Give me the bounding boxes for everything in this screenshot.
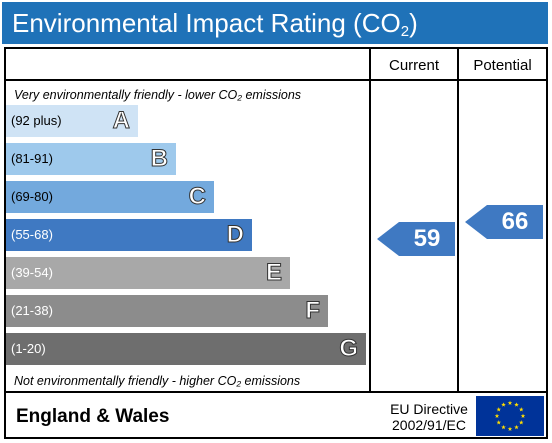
footer-divider [6,391,546,393]
potential-rating-arrow-shape [465,205,543,239]
eu-star-icon [518,407,524,412]
column-header-potential: Potential [473,57,532,74]
band-a: (92 plus) A [6,105,138,137]
band-range: (92 plus) [11,113,62,128]
eu-directive-line2: 2002/91/EC [392,417,466,433]
region-label: England & Wales [16,406,170,427]
eu-star-icon [501,424,506,430]
eu-star-icon [520,413,526,418]
band-f: (21-38) F [6,295,328,327]
band-range: (69-80) [11,189,53,204]
current-rating-arrow: 59 [377,222,455,256]
band-letter: A [112,107,130,135]
eu-star-icon [514,424,519,430]
current-rating-arrow-shape [377,222,455,256]
eu-stars-icon [494,400,526,431]
title-close: ) [409,8,418,38]
band-b: (81-91) B [6,143,176,175]
band-range: (81-91) [11,151,53,166]
band-e: (39-54) E [6,257,290,289]
band-range: (21-38) [11,303,53,318]
current-rating-value: 59 [413,225,441,252]
band-d: (55-68) D [6,219,252,251]
bottom-note: Not environmentally friendly - higher CO… [14,374,301,388]
eu-star-icon [514,402,519,407]
band-g: (1-20) G [6,333,366,365]
title-subscript: 2 [400,23,410,40]
top-note: Very environmentally friendly - lower CO… [14,88,302,102]
eu-star-icon [507,400,513,405]
eu-star-icon [501,402,506,407]
eu-directive-line1: EU Directive [390,401,468,417]
column-header-current: Current [388,57,440,74]
band-range: (1-20) [11,341,46,356]
column-divider-potential [457,49,459,391]
eu-star-icon [518,420,524,425]
eu-directive-text: EU Directive 2002/91/EC [383,401,475,433]
eu-flag-icon [476,396,544,436]
band-letter: E [265,259,282,287]
eu-star-icon [494,413,500,418]
eu-star-icon [507,426,513,431]
page-title: Environmental Impact Rating (CO [12,8,401,38]
band-letter: B [150,145,168,173]
potential-rating-arrow: 66 [465,205,543,239]
band-c: (69-80) C [6,181,214,213]
eu-star-icon [496,420,502,425]
band-letter: F [305,297,321,325]
title-bar: Environmental Impact Rating (CO2) [2,2,548,44]
header-divider [6,79,546,81]
rating-frame: Current Potential Very environmentally f… [4,47,548,439]
band-range: (39-54) [11,265,53,280]
band-letter: G [339,335,359,363]
eu-star-icon [496,407,502,412]
band-range: (55-68) [11,227,53,242]
column-divider-current [369,49,371,391]
band-letter: C [188,183,206,211]
band-letter: D [226,221,244,249]
potential-rating-value: 66 [501,208,529,235]
